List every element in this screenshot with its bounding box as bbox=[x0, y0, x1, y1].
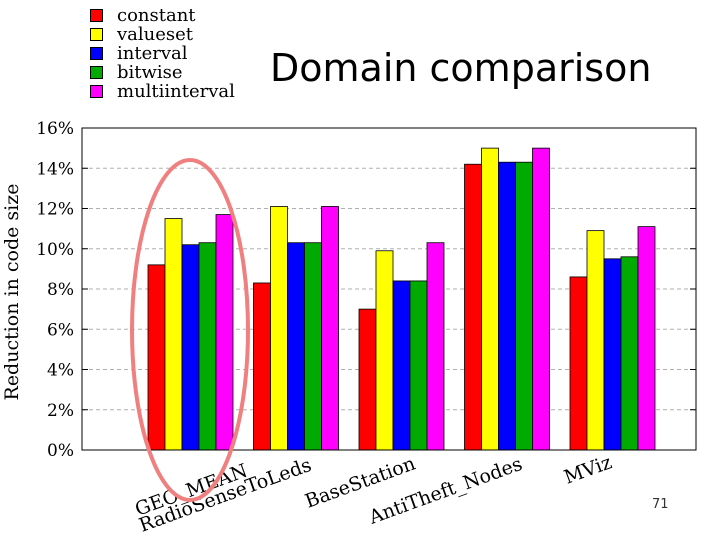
legend-swatch-multiinterval bbox=[90, 85, 103, 98]
y-tick-label: 0% bbox=[47, 441, 74, 461]
bar-valueset-1 bbox=[270, 206, 288, 451]
bar-interval-2 bbox=[392, 280, 411, 451]
bar-valueset-2 bbox=[375, 250, 394, 451]
legend-item-valueset: valueset bbox=[90, 25, 235, 44]
legend-label: bitwise bbox=[117, 62, 183, 83]
bar-multiinterval-0 bbox=[215, 214, 234, 451]
legend-label: interval bbox=[117, 43, 188, 64]
legend-label: valueset bbox=[117, 24, 194, 45]
bars bbox=[147, 147, 656, 451]
legend-item-multiinterval: multiinterval bbox=[90, 82, 235, 101]
bar-multiinterval-3 bbox=[532, 147, 550, 451]
y-tick-label: 10% bbox=[36, 240, 74, 260]
bar-multiinterval-1 bbox=[321, 206, 339, 451]
legend-label: multiinterval bbox=[117, 81, 235, 102]
y-tick-label: 12% bbox=[36, 200, 74, 220]
highlight-ellipse bbox=[130, 158, 250, 502]
legend-item-constant: constant bbox=[90, 6, 235, 25]
legend-label: constant bbox=[117, 5, 196, 26]
y-tick-label: 4% bbox=[47, 361, 74, 381]
legend: constant valueset interval bitwise multi… bbox=[90, 6, 235, 101]
legend-swatch-interval bbox=[90, 47, 103, 60]
y-tick-label: 2% bbox=[47, 401, 74, 421]
legend-swatch-bitwise bbox=[90, 66, 103, 79]
page-number: 71 bbox=[652, 497, 669, 512]
bar-bitwise-4 bbox=[620, 256, 639, 451]
bar-interval-0 bbox=[181, 244, 200, 451]
y-tick-label: 14% bbox=[36, 159, 74, 179]
y-tick-label: 6% bbox=[47, 320, 74, 340]
bar-multiinterval-4 bbox=[637, 226, 656, 451]
y-tick-label: 8% bbox=[47, 280, 74, 300]
bar-constant-4 bbox=[569, 276, 588, 451]
bar-constant-0 bbox=[147, 264, 166, 451]
bar-interval-1 bbox=[287, 242, 305, 451]
bar-bitwise-2 bbox=[409, 280, 428, 451]
bar-multiinterval-2 bbox=[426, 242, 445, 451]
bar-valueset-3 bbox=[481, 147, 499, 451]
y-axis-title: Reduction in code size bbox=[1, 183, 23, 401]
bar-interval-3 bbox=[498, 161, 516, 451]
bar-valueset-4 bbox=[586, 230, 605, 451]
slide-title: Domain comparison bbox=[270, 46, 652, 90]
bar-bitwise-1 bbox=[304, 242, 322, 451]
bar-constant-2 bbox=[358, 308, 377, 451]
legend-item-bitwise: bitwise bbox=[90, 63, 235, 82]
y-axis-ticks: 0% 2% 4% 6% 8% 10% 12% 14% 16% bbox=[36, 119, 696, 461]
x-category-label: MViz bbox=[561, 451, 615, 488]
bar-interval-4 bbox=[603, 258, 622, 451]
bar-bitwise-0 bbox=[198, 242, 217, 451]
legend-swatch-constant bbox=[90, 9, 103, 22]
bar-bitwise-3 bbox=[515, 161, 533, 451]
bar-valueset-0 bbox=[164, 218, 183, 451]
legend-item-interval: interval bbox=[90, 44, 235, 63]
y-tick-label: 16% bbox=[36, 119, 74, 139]
bar-constant-3 bbox=[464, 163, 482, 451]
bar-constant-1 bbox=[253, 282, 271, 451]
legend-swatch-valueset bbox=[90, 28, 103, 41]
